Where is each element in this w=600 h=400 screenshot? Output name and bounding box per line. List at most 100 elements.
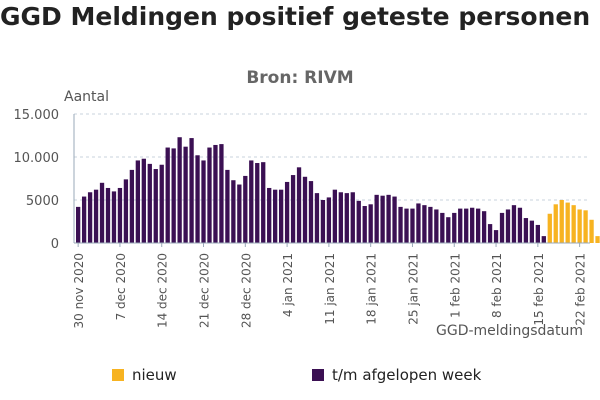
bar-previous-week <box>177 137 182 243</box>
bar-previous-week <box>356 200 361 243</box>
bar-previous-week <box>267 187 272 243</box>
x-tick-label: 7 dec 2020 <box>114 253 128 320</box>
bar-new <box>553 204 558 243</box>
chart-subtitle: Bron: RIVM <box>246 68 354 88</box>
bar-previous-week <box>350 192 355 243</box>
y-tick-label: 15.000 <box>14 108 60 123</box>
bar-previous-week <box>129 169 135 243</box>
bar-previous-week <box>386 194 391 243</box>
bar-previous-week <box>326 197 332 243</box>
x-tick-label: 14 dec 2020 <box>156 253 170 328</box>
bar-previous-week <box>338 192 343 243</box>
bar-new <box>577 209 582 243</box>
bar-previous-week <box>308 181 314 243</box>
bar-previous-week <box>511 205 517 243</box>
y-tick-label: 5000 <box>26 194 59 209</box>
x-axis-label: GGD-meldingsdatum <box>436 323 583 339</box>
bar-previous-week <box>225 169 230 243</box>
x-tick-label: 30 nov 2020 <box>72 253 86 329</box>
bar-previous-week <box>76 206 81 243</box>
bar-previous-week <box>464 208 469 243</box>
bar-previous-week <box>499 212 505 243</box>
bar-previous-week <box>189 138 194 243</box>
bar-previous-week <box>362 206 367 243</box>
x-tick-label: 22 feb 2021 <box>574 253 588 326</box>
bar-previous-week <box>255 163 260 243</box>
bar-previous-week <box>117 187 123 243</box>
bar-previous-week <box>410 208 415 243</box>
x-tick-label: 1 feb 2021 <box>448 253 462 318</box>
y-tick-label: 0 <box>51 237 59 252</box>
bar-previous-week <box>261 162 266 243</box>
bar-previous-week <box>446 217 451 243</box>
bar-new <box>595 236 600 243</box>
legend-label-old: t/m afgelopen week <box>332 366 482 384</box>
bar-previous-week <box>422 205 427 243</box>
bar-previous-week <box>487 224 493 243</box>
bar-previous-week <box>219 144 224 243</box>
bar-previous-week <box>517 207 523 243</box>
bar-previous-week <box>81 196 87 243</box>
x-tick-label: 28 dec 2020 <box>239 253 253 328</box>
bar-previous-week <box>237 184 242 243</box>
legend-item-new[interactable]: nieuw <box>112 366 177 384</box>
x-tick-label: 18 jan 2021 <box>365 253 379 325</box>
bar-previous-week <box>278 189 284 243</box>
bar-previous-week <box>434 209 439 243</box>
bar-previous-week <box>368 204 373 243</box>
bar-previous-week <box>195 155 200 243</box>
bar-previous-week <box>523 218 529 243</box>
bar-previous-week <box>344 193 349 243</box>
bar-previous-week <box>201 160 206 243</box>
bar-previous-week <box>332 189 338 243</box>
x-tick-label: 21 dec 2020 <box>198 253 212 328</box>
bar-previous-week <box>493 230 499 243</box>
bar-previous-week <box>111 191 117 243</box>
y-axis-label: Aantal <box>64 89 109 105</box>
bar-previous-week <box>243 175 248 243</box>
legend-label-new: nieuw <box>132 366 177 384</box>
bar-previous-week <box>171 148 176 243</box>
bar-previous-week <box>314 193 320 243</box>
bar-previous-week <box>165 147 170 243</box>
bar-previous-week <box>505 209 511 243</box>
x-tick-label: 4 jan 2021 <box>281 253 295 317</box>
legend-item-old[interactable]: t/m afgelopen week <box>312 366 481 384</box>
bar-previous-week <box>147 163 152 243</box>
bar-previous-week <box>93 189 99 243</box>
bar-previous-week <box>404 208 409 243</box>
bar-new <box>547 213 552 243</box>
bar-new <box>571 205 576 243</box>
bar-previous-week <box>470 207 475 243</box>
bar-previous-week <box>535 224 540 243</box>
bar-previous-week <box>284 181 290 243</box>
bar-previous-week <box>452 212 457 243</box>
bar-new <box>559 200 564 243</box>
bar-previous-week <box>141 158 146 243</box>
bar-previous-week <box>481 211 487 243</box>
x-tick-label: 15 feb 2021 <box>532 253 546 326</box>
chart-title: GGD Meldingen positief geteste personen … <box>0 2 600 31</box>
bar-previous-week <box>416 203 421 243</box>
bar-previous-week <box>440 212 445 243</box>
bar-previous-week <box>207 147 212 243</box>
legend-swatch-new <box>112 369 124 381</box>
bar-previous-week <box>392 196 397 243</box>
bar-previous-week <box>105 187 111 243</box>
bar-previous-week <box>159 164 164 243</box>
bar-previous-week <box>249 160 254 243</box>
bar-previous-week <box>380 195 385 243</box>
bar-new <box>565 202 570 243</box>
bar-previous-week <box>374 194 379 243</box>
bar-previous-week <box>231 180 236 243</box>
bar-previous-week <box>87 192 93 243</box>
bar-previous-week <box>99 182 105 243</box>
bar-previous-week <box>273 189 278 243</box>
bar-previous-week <box>458 208 463 243</box>
bar-previous-week <box>320 200 326 243</box>
bar-previous-week <box>135 160 140 243</box>
bar-previous-week <box>529 220 535 243</box>
bar-previous-week <box>296 167 302 243</box>
x-tick-label: 11 jan 2021 <box>323 253 337 325</box>
